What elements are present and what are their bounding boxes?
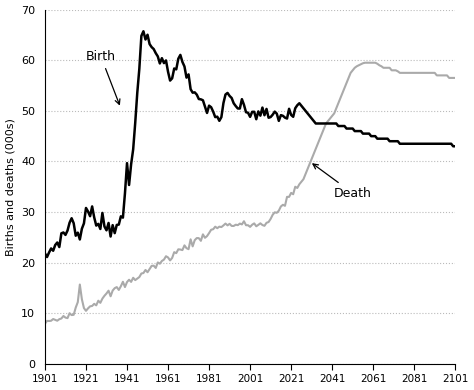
Text: Death: Death xyxy=(313,164,372,200)
Text: Birth: Birth xyxy=(86,50,120,105)
Y-axis label: Births and deaths (000s): Births and deaths (000s) xyxy=(6,118,16,256)
